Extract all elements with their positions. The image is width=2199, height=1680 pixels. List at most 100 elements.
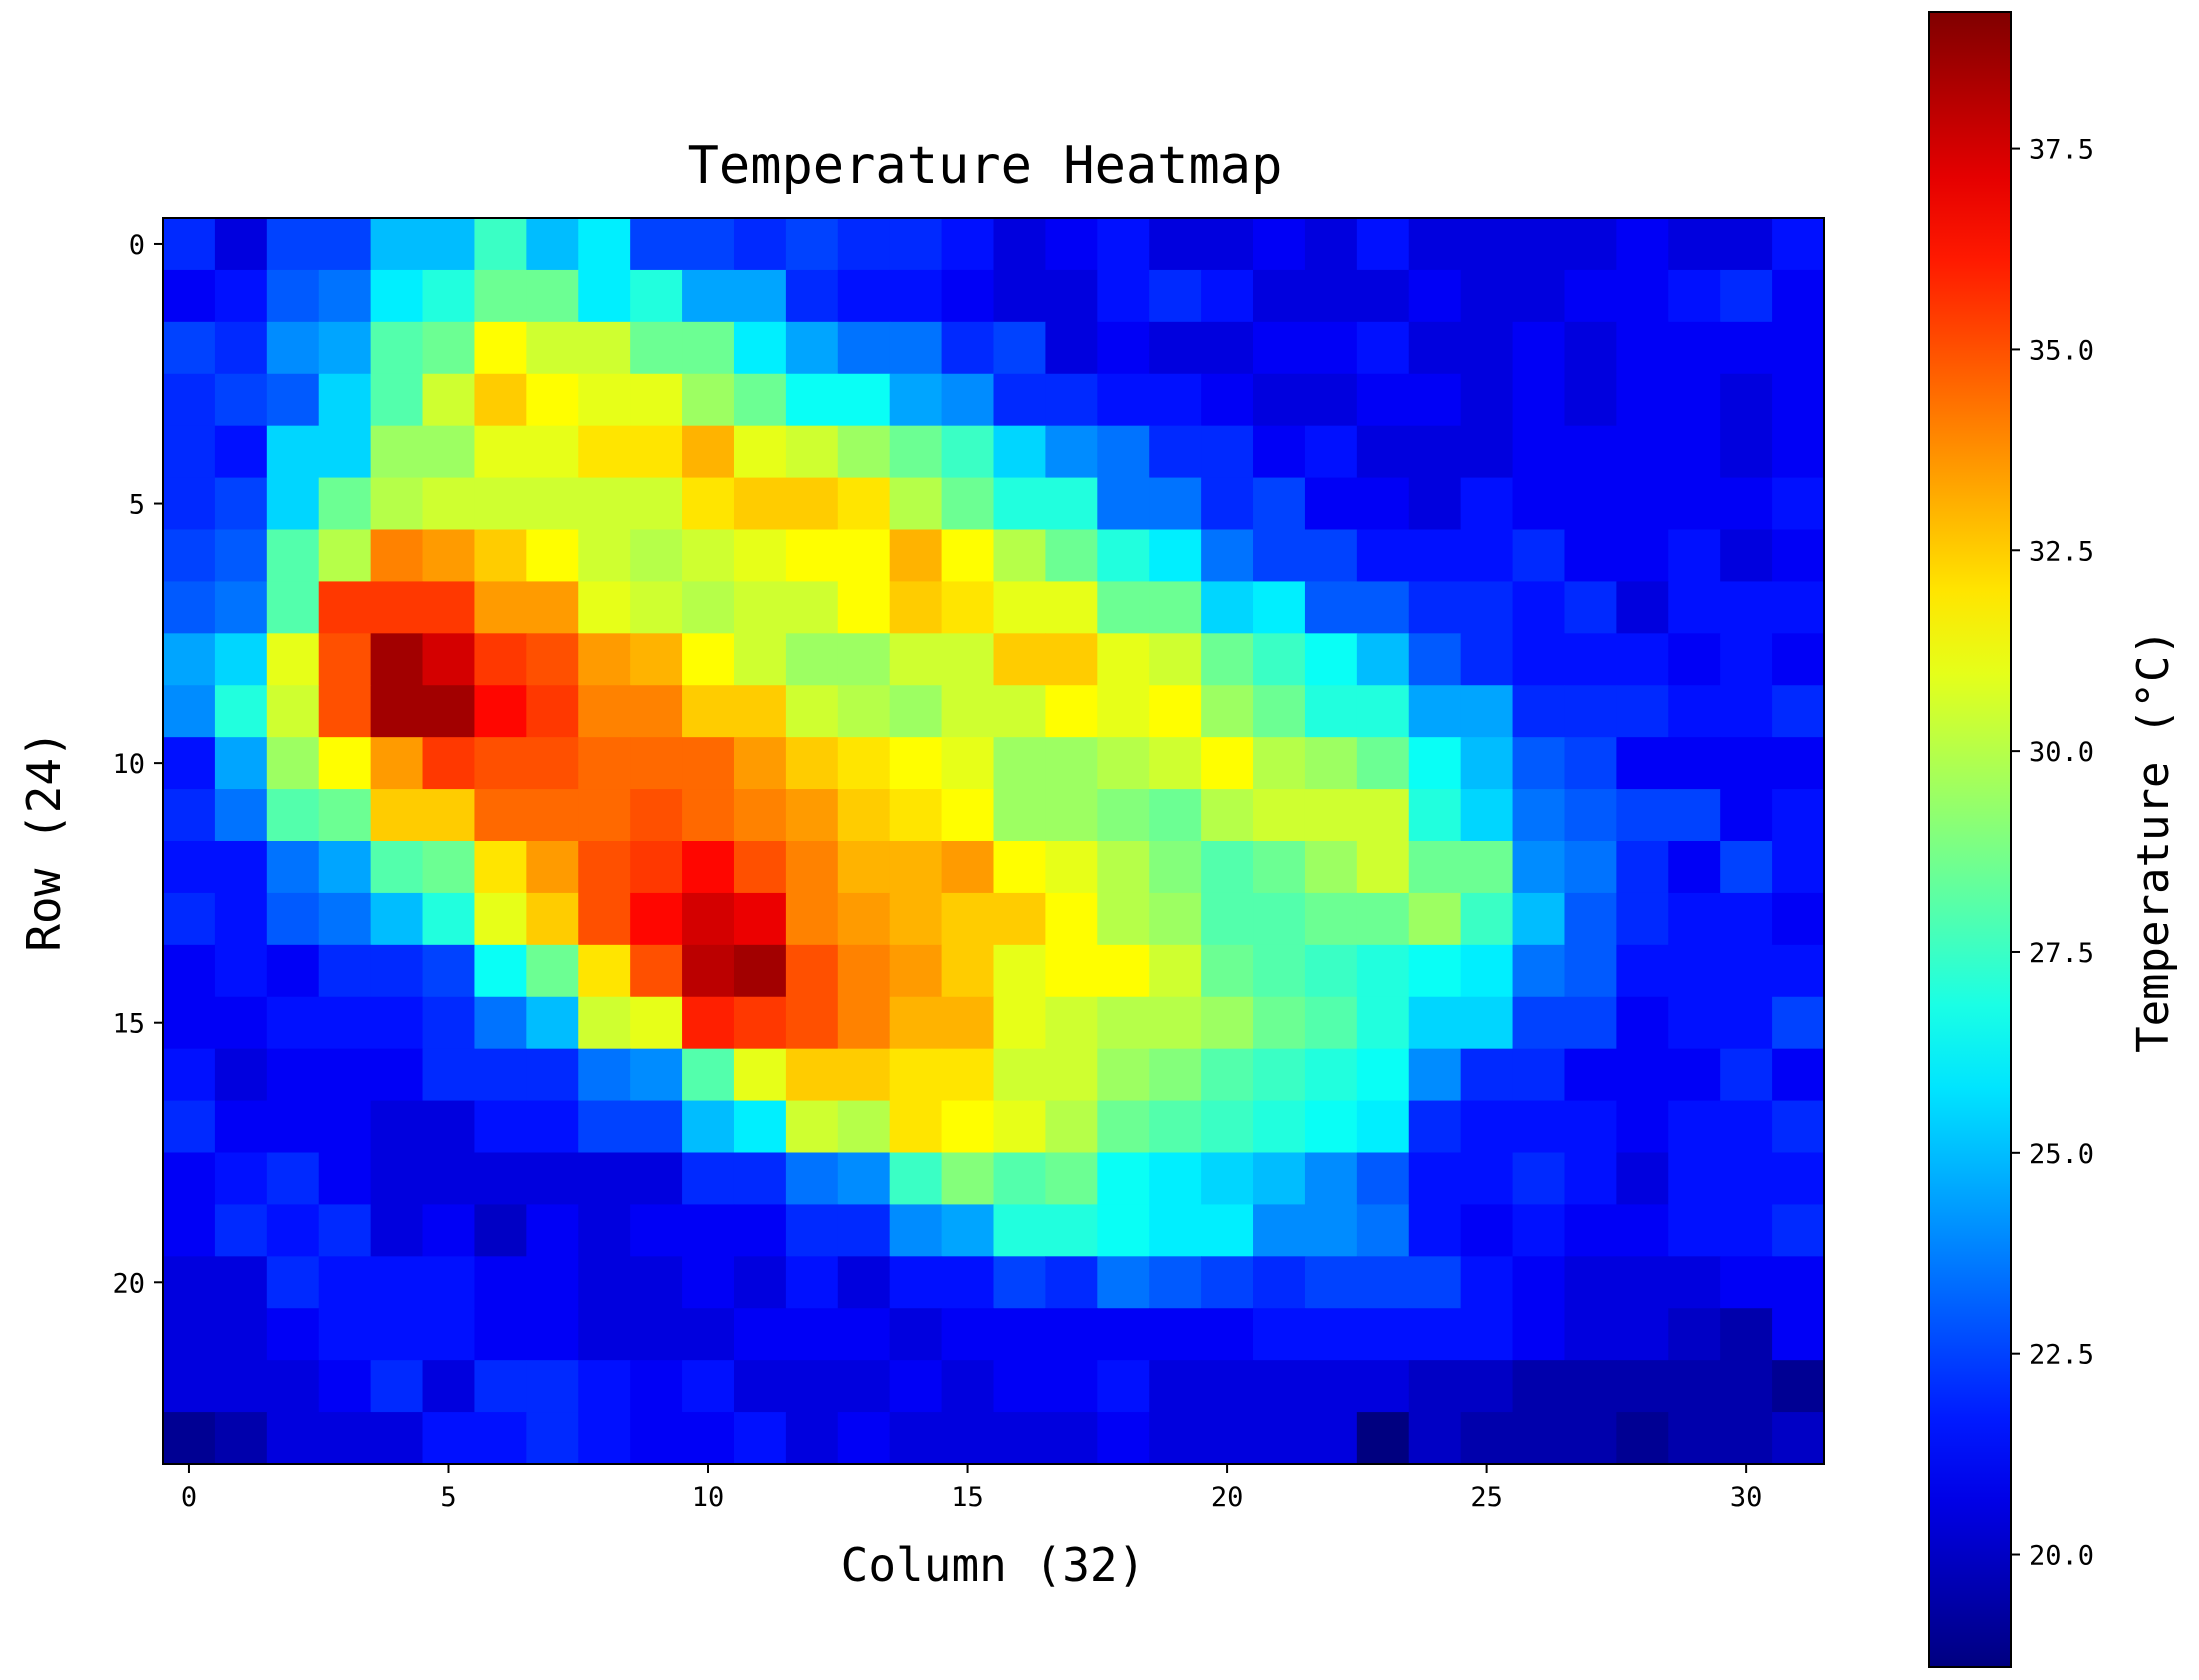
heatmap-cell <box>214 685 268 738</box>
heatmap-cell <box>889 269 943 323</box>
heatmap-cell <box>474 321 527 375</box>
heatmap-cell <box>1304 1360 1358 1413</box>
heatmap-cell <box>1304 218 1358 271</box>
heatmap-cell <box>1460 1204 1514 1257</box>
heatmap-cell <box>1460 944 1514 998</box>
colorbar-tick-label: 35.0 <box>2029 335 2094 366</box>
heatmap-cell <box>1772 892 1825 946</box>
heatmap-cell <box>1460 1360 1514 1413</box>
heatmap-cell <box>318 477 372 531</box>
heatmap-cell <box>682 1100 735 1154</box>
heatmap-cell <box>1616 1412 1669 1465</box>
heatmap-cell <box>1253 477 1306 531</box>
heatmap-cell <box>474 218 527 271</box>
heatmap-cell <box>733 1048 787 1102</box>
heatmap-cell <box>1772 737 1825 790</box>
heatmap-cell <box>318 685 372 738</box>
heatmap-cell <box>1304 789 1358 842</box>
heatmap-cell <box>837 373 891 427</box>
heatmap-cell <box>941 996 995 1050</box>
heatmap-cell <box>1772 581 1825 634</box>
heatmap-cell <box>630 1256 683 1309</box>
heatmap-cell <box>837 1100 891 1154</box>
heatmap-cell <box>1356 1256 1410 1309</box>
heatmap-cell <box>630 373 683 427</box>
heatmap-cell <box>889 996 943 1050</box>
heatmap-cell <box>1201 1412 1254 1465</box>
heatmap-cell <box>474 1100 527 1154</box>
heatmap-cell <box>474 1412 527 1465</box>
heatmap-cell <box>1201 321 1254 375</box>
heatmap-cell <box>474 1308 527 1361</box>
heatmap-cell <box>1408 218 1462 271</box>
heatmap-cell <box>1564 789 1617 842</box>
heatmap-cell <box>1720 269 1773 323</box>
heatmap-cell <box>1149 477 1202 531</box>
heatmap-cell <box>1668 1412 1721 1465</box>
heatmap-cell <box>837 581 891 634</box>
y-tick-label: 10 <box>112 749 145 780</box>
x-tick-label: 10 <box>692 1482 725 1513</box>
heatmap-cell <box>630 529 683 583</box>
heatmap-cell <box>1356 996 1410 1050</box>
heatmap-cell <box>785 737 839 790</box>
heatmap-cell <box>785 841 839 894</box>
heatmap-cell <box>1408 996 1462 1050</box>
heatmap-cell <box>578 1204 631 1257</box>
heatmap-cell <box>1045 321 1098 375</box>
heatmap-cell <box>682 1048 735 1102</box>
heatmap-cell <box>1097 1048 1150 1102</box>
heatmap-cell <box>578 425 631 479</box>
heatmap-cell <box>1304 841 1358 894</box>
heatmap-cell <box>1720 685 1773 738</box>
heatmap-cell <box>1253 1256 1306 1309</box>
heatmap-cell <box>993 892 1047 946</box>
heatmap-cell <box>1045 1308 1098 1361</box>
heatmap-cell <box>370 892 424 946</box>
heatmap-cell <box>526 373 579 427</box>
heatmap-cell <box>474 737 527 790</box>
heatmap-cell <box>1097 425 1150 479</box>
heatmap-cell <box>1616 996 1669 1050</box>
heatmap-cell <box>370 789 424 842</box>
heatmap-cell <box>370 1412 424 1465</box>
heatmap-cell <box>1201 1360 1254 1413</box>
heatmap-cell <box>1253 996 1306 1050</box>
heatmap-cell <box>993 685 1047 738</box>
heatmap-cell <box>526 1360 579 1413</box>
heatmap-cell <box>1668 737 1721 790</box>
heatmap-cell <box>1668 269 1721 323</box>
heatmap-cell <box>1564 633 1617 686</box>
heatmap-cell <box>1304 477 1358 531</box>
heatmap-cell <box>163 218 216 271</box>
heatmap-cell <box>318 1412 372 1465</box>
heatmap-cell <box>785 1360 839 1413</box>
heatmap-cell <box>837 996 891 1050</box>
heatmap-cell <box>1097 685 1150 738</box>
heatmap-cell <box>1201 529 1254 583</box>
heatmap-cell <box>1668 321 1721 375</box>
heatmap-cell <box>526 685 579 738</box>
heatmap-cell <box>1720 996 1773 1050</box>
heatmap-cell <box>1408 1204 1462 1257</box>
heatmap-cell <box>1097 1412 1150 1465</box>
heatmap-cell <box>163 1204 216 1257</box>
heatmap-cell <box>370 321 424 375</box>
heatmap-cell <box>1616 841 1669 894</box>
heatmap-cell <box>1045 685 1098 738</box>
heatmap-cell <box>1304 1152 1358 1206</box>
heatmap-cell <box>733 996 787 1050</box>
heatmap-cell <box>214 1256 268 1309</box>
heatmap-cell <box>318 1308 372 1361</box>
heatmap-cell <box>733 1152 787 1206</box>
heatmap-cell <box>1149 1360 1202 1413</box>
heatmap-cell <box>941 529 995 583</box>
heatmap-cell <box>1149 944 1202 998</box>
heatmap-cell <box>1460 737 1514 790</box>
heatmap-cell <box>1616 373 1669 427</box>
heatmap-cell <box>1253 425 1306 479</box>
heatmap-cell <box>889 944 943 998</box>
heatmap-cell <box>422 269 476 323</box>
heatmap-cell <box>1720 1100 1773 1154</box>
heatmap-cell <box>1668 1152 1721 1206</box>
